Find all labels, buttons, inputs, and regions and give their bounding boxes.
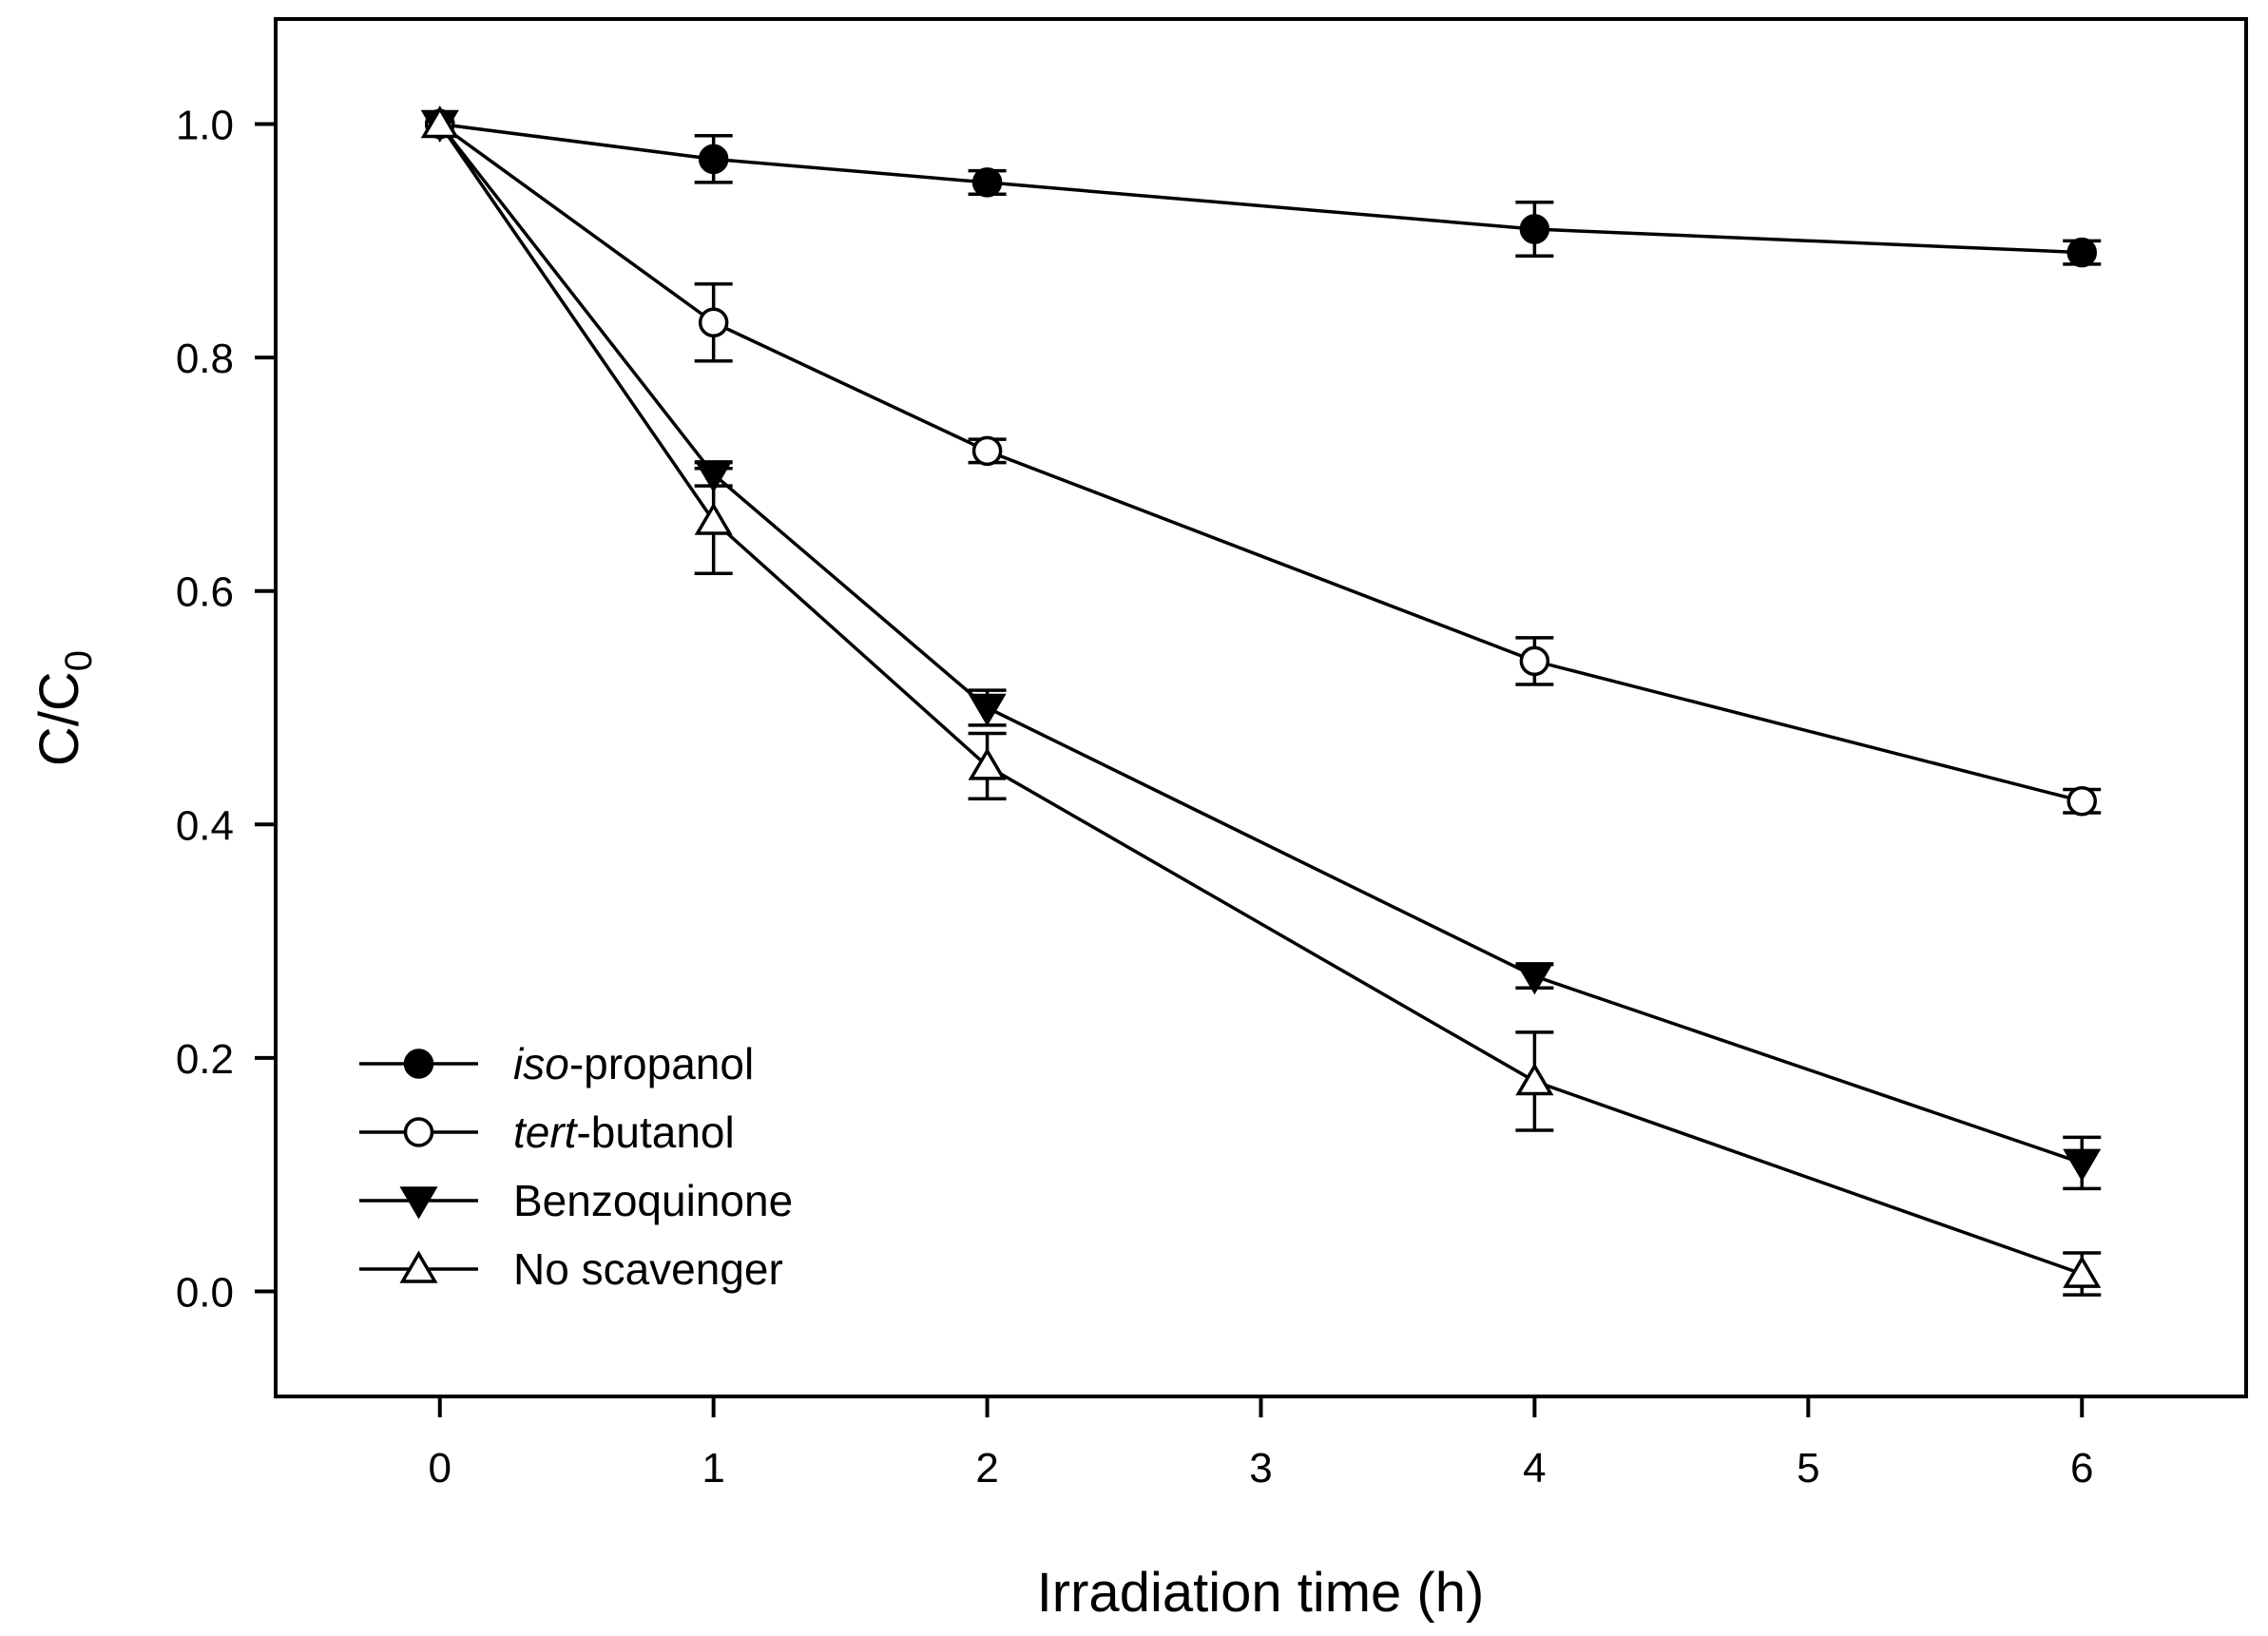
series-line-benzoquinone [438, 123, 2083, 1165]
legend-label-italic: iso [513, 1039, 569, 1088]
legend-label-no-scavenger: No scavenger [513, 1244, 783, 1294]
legend-marker-tert-butanol [403, 1117, 434, 1147]
y-axis-title: C/C0 [29, 650, 100, 766]
series-line-iso-propanol [439, 122, 2083, 255]
legend-marker-iso-propanol [403, 1049, 434, 1079]
data-point-benzoquinone [2063, 1148, 2102, 1182]
x-tick-label: 2 [975, 1445, 998, 1492]
legend-label-text: Benzoquinone [513, 1176, 793, 1225]
x-axis-title: Irradiation time (h) [1037, 1562, 1485, 1624]
data-point-no-scavenger [420, 106, 459, 139]
data-point-no-scavenger [1515, 1062, 1554, 1096]
y-tick-label: 0.4 [176, 802, 234, 849]
y-axis: 0.0 0.2 0.4 0.6 0.8 1.0 [176, 103, 276, 1316]
x-axis: 0 1 2 3 4 5 6 [429, 1396, 2093, 1492]
data-point-iso-propanol [971, 167, 1003, 198]
x-tick-label: 6 [2070, 1445, 2093, 1492]
legend-label-text: -propanol [569, 1039, 754, 1088]
data-point-tert-butanol [2066, 785, 2097, 817]
y-tick-label: 0.2 [176, 1036, 234, 1083]
legend-marker-benzoquinone [399, 1186, 438, 1220]
data-point-benzoquinone [1515, 962, 1554, 995]
series-markers [420, 106, 2102, 1288]
error-bars [694, 134, 2102, 1297]
x-tick-label: 3 [1249, 1445, 1272, 1492]
x-tick-label: 4 [1523, 1445, 1546, 1492]
y-axis-title-subscript: 0 [58, 650, 100, 671]
legend: iso-propanol tert-butanol Benzoquinone No s… [359, 1039, 793, 1294]
data-point-iso-propanol [1519, 214, 1550, 244]
y-tick-label: 1.0 [176, 103, 234, 149]
y-tick-label: 0.6 [176, 569, 234, 616]
series-line-tert-butanol [438, 123, 2083, 803]
legend-marker-no-scavenger [399, 1250, 438, 1283]
y-axis-title-main: C/C [29, 671, 90, 766]
data-point-benzoquinone [694, 460, 733, 493]
legend-label-benzoquinone: Benzoquinone [513, 1176, 793, 1225]
legend-label-italic: tert [513, 1107, 579, 1157]
data-point-tert-butanol [698, 307, 729, 338]
y-tick-label: 0.0 [176, 1269, 234, 1316]
x-tick-label: 1 [702, 1445, 724, 1492]
legend-label-text: -butanol [576, 1107, 734, 1157]
series-lines [438, 122, 2083, 1276]
legend-label-text: No scavenger [513, 1244, 783, 1294]
x-tick-label: 0 [429, 1445, 452, 1492]
data-point-tert-butanol [1519, 645, 1550, 677]
data-point-iso-propanol [698, 144, 729, 175]
data-point-no-scavenger [2063, 1255, 2102, 1288]
data-point-iso-propanol [2066, 237, 2097, 268]
data-point-tert-butanol [971, 435, 1003, 467]
y-tick-label: 0.8 [176, 336, 234, 382]
data-point-no-scavenger [968, 747, 1007, 780]
series-line-no-scavenger [438, 123, 2083, 1276]
data-point-no-scavenger [694, 502, 733, 535]
legend-label-iso-propanol: iso-propanol [513, 1039, 754, 1088]
legend-label-tert-butanol: tert-butanol [513, 1107, 735, 1157]
x-tick-label: 5 [1797, 1445, 1819, 1492]
data-point-benzoquinone [968, 693, 1007, 726]
